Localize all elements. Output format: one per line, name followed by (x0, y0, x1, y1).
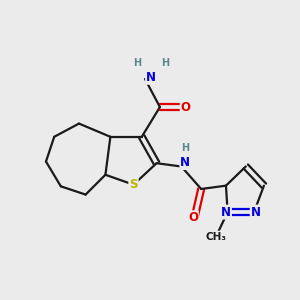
Text: N: N (180, 156, 190, 169)
Text: N: N (221, 206, 231, 219)
Text: N: N (251, 206, 261, 219)
Text: CH₃: CH₃ (206, 232, 226, 242)
Text: N: N (146, 71, 156, 84)
Text: S: S (129, 178, 138, 191)
Text: H: H (181, 143, 189, 153)
Text: O: O (181, 100, 191, 114)
Text: H: H (133, 58, 141, 68)
Text: O: O (188, 211, 198, 224)
Text: H: H (161, 58, 169, 68)
